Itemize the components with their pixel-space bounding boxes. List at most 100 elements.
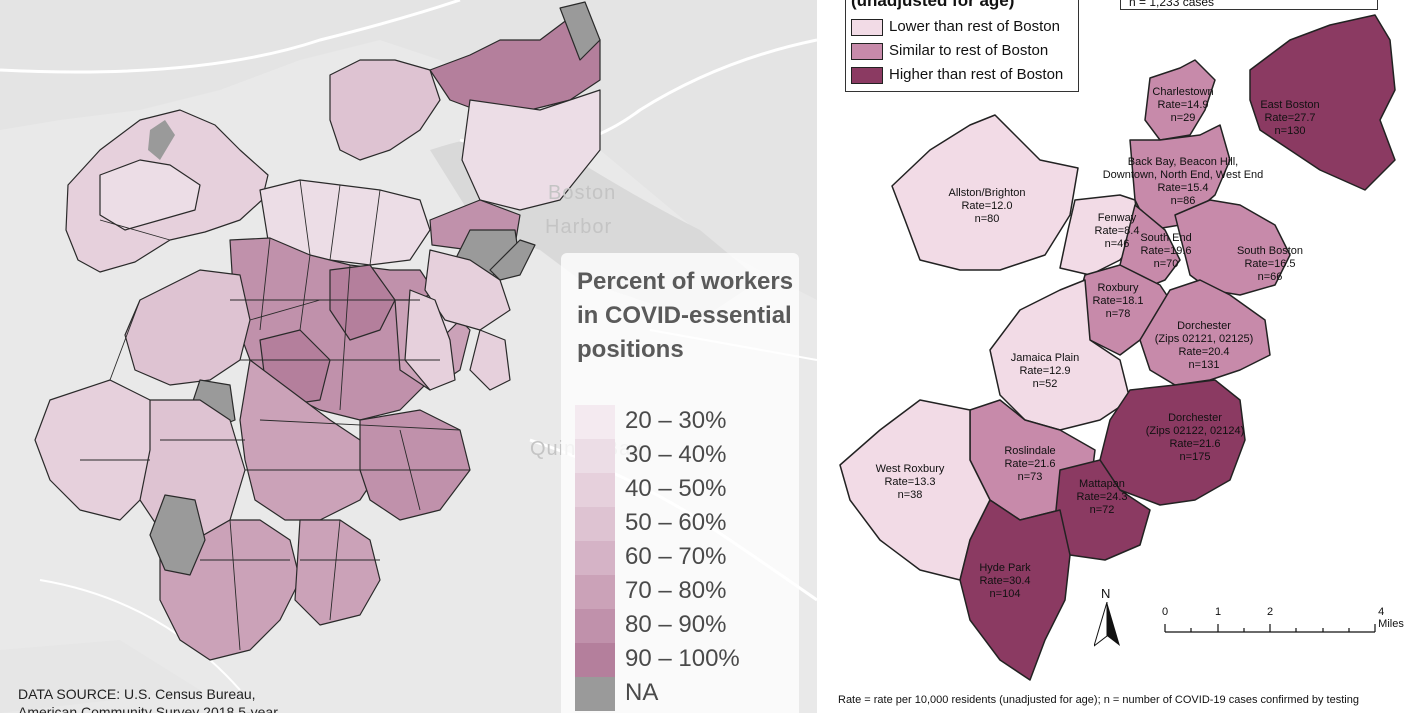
neighborhood-label-line: Back Bay, Beacon Hill, bbox=[1127, 156, 1239, 168]
scale-tick-label: 0 bbox=[1161, 606, 1169, 618]
data-source-note: DATA SOURCE: U.S. Census Bureau, America… bbox=[18, 686, 278, 713]
neighborhood-label-line: Rate=24.3 bbox=[1076, 491, 1128, 503]
neighborhood-label-line: n=104 bbox=[989, 588, 1021, 600]
neighborhood-label-line: Dorchester bbox=[1177, 320, 1231, 332]
neighborhood-label-line: (Zips 02121, 02125) bbox=[1154, 333, 1254, 345]
neighborhood-label-line: Rate=27.7 bbox=[1264, 112, 1316, 124]
data-source-line-1: DATA SOURCE: U.S. Census Bureau, bbox=[18, 686, 256, 702]
rate-legend: (unadjusted for age) Lower than rest of … bbox=[845, 0, 1079, 92]
neighborhood-label-line: n=72 bbox=[1089, 504, 1115, 516]
legend-label: NA bbox=[625, 679, 659, 706]
neighborhood-label-line: South Boston bbox=[1236, 245, 1304, 257]
legend-label: Similar to rest of Boston bbox=[889, 42, 1049, 59]
neighborhood-label: Jamaica Plain Rate=12.9 n=52 bbox=[1011, 352, 1079, 391]
neighborhood-label-line: Rate=13.3 bbox=[884, 476, 936, 488]
legend-label: 20 – 30% bbox=[625, 407, 727, 434]
neighborhood-label: Dorchester (Zips 02121, 02125) Rate=20.4 n=… bbox=[1155, 320, 1253, 372]
percent-essential-legend: Percent of workers in COVID-essential po… bbox=[561, 253, 799, 713]
neighborhood-label: South Boston Rate=16.5 n=66 bbox=[1237, 245, 1303, 284]
legend-label: 70 – 80% bbox=[625, 577, 727, 604]
neighborhood-label: Dorchester (Zips 02122, 02124) Rate=21.6 n=… bbox=[1146, 412, 1244, 464]
north-label: N bbox=[1101, 586, 1111, 601]
legend-swatch bbox=[575, 473, 615, 507]
neighborhood-label-line: n=66 bbox=[1257, 271, 1283, 283]
legend-item: 90 – 100% bbox=[561, 643, 799, 677]
neighborhood-label-line: Rate=16.5 bbox=[1244, 258, 1296, 270]
legend-swatch bbox=[575, 405, 615, 439]
neighborhood-label-line: South End bbox=[1140, 232, 1192, 244]
neighborhood-label-line: Roslindale bbox=[1004, 445, 1056, 457]
neighborhood-label-line: n=130 bbox=[1274, 125, 1306, 137]
neighborhood-label-line: Rate=19.6 bbox=[1140, 245, 1192, 257]
legend-label: Lower than rest of Boston bbox=[889, 18, 1060, 35]
neighborhood-label-line: n=29 bbox=[1170, 112, 1196, 124]
legend-label: 40 – 50% bbox=[625, 475, 727, 502]
neighborhood-label: Allston/Brighton Rate=12.0 n=80 bbox=[948, 187, 1025, 226]
neighborhood-label-line: Allston/Brighton bbox=[948, 187, 1026, 199]
neighborhood-label: Roxbury Rate=18.1 n=78 bbox=[1092, 282, 1143, 321]
legend-item: 50 – 60% bbox=[561, 507, 799, 541]
neighborhood-label-line: n=52 bbox=[1032, 378, 1058, 390]
neighborhood-label-line: n=38 bbox=[897, 489, 923, 501]
neighborhood-label: Back Bay, Beacon Hill, Downtown, North En… bbox=[1103, 156, 1264, 208]
legend-label: 50 – 60% bbox=[625, 509, 727, 536]
legend-swatch bbox=[851, 43, 883, 60]
neighborhood-label-line: n=73 bbox=[1017, 471, 1043, 483]
neighborhood-label-line: Rate=8.4 bbox=[1094, 225, 1140, 237]
neighborhood-label-line: Rate=20.4 bbox=[1178, 346, 1230, 358]
legend-swatch bbox=[575, 643, 615, 677]
neighborhood-label-line: Rate=21.6 bbox=[1169, 438, 1221, 450]
legend-label: 80 – 90% bbox=[625, 611, 727, 638]
neighborhood-label-line: Rate=12.0 bbox=[961, 200, 1013, 212]
legend-swatch bbox=[851, 67, 883, 84]
neighborhood-label-line: Rate=18.1 bbox=[1092, 295, 1144, 307]
neighborhood-label-line: Mattapan bbox=[1079, 478, 1125, 490]
data-source-line-2: American Community Survey 2018 5-year bbox=[18, 704, 278, 713]
rate-footnote: Rate = rate per 10,000 residents (unadju… bbox=[838, 694, 1359, 706]
legend-swatch bbox=[575, 575, 615, 609]
basemap-label-boston: Boston bbox=[548, 182, 617, 204]
neighborhood-label-line: n=78 bbox=[1105, 308, 1131, 320]
neighborhood-label-line: Dorchester bbox=[1168, 412, 1222, 424]
scale-bar-graphic bbox=[1164, 624, 1376, 633]
legend-swatch bbox=[575, 677, 615, 711]
neighborhood-label: Hyde Park Rate=30.4 n=104 bbox=[979, 562, 1030, 601]
legend-item: 30 – 40% bbox=[561, 439, 799, 473]
neighborhood-label: Roslindale Rate=21.6 n=73 bbox=[1004, 445, 1055, 484]
scale-tick-label: 2 bbox=[1266, 606, 1274, 618]
legend-item: 80 – 90% bbox=[561, 609, 799, 643]
north-arrow-icon bbox=[1094, 602, 1120, 647]
legend-item: NA bbox=[561, 677, 799, 711]
legend-title: Percent of workers in COVID-essential po… bbox=[577, 268, 794, 363]
neighborhood-label-line: Fenway bbox=[1097, 212, 1137, 224]
neighborhood-label-line: n=175 bbox=[1179, 451, 1211, 463]
scale-tick-label: 4 Miles bbox=[1378, 606, 1404, 630]
neighborhood-label: East Boston Rate=27.7 n=130 bbox=[1260, 99, 1319, 138]
legend-item: 40 – 50% bbox=[561, 473, 799, 507]
neighborhood-label-line: n=86 bbox=[1170, 195, 1196, 207]
neighborhood-label: Fenway Rate=8.4 n=46 bbox=[1095, 212, 1140, 251]
legend-label: 30 – 40% bbox=[625, 441, 727, 468]
legend-item: 20 – 30% bbox=[561, 405, 799, 439]
legend-swatch bbox=[575, 439, 615, 473]
legend-swatch bbox=[575, 507, 615, 541]
neighborhood-label-line: (Zips 02122, 02124) bbox=[1145, 425, 1245, 437]
neighborhood-label-line: Rate=12.9 bbox=[1019, 365, 1071, 377]
cases-note-box: n = 1,233 cases bbox=[1120, 0, 1378, 10]
legend-swatch bbox=[575, 609, 615, 643]
legend-title: (unadjusted for age) bbox=[851, 0, 1015, 10]
legend-label: 60 – 70% bbox=[625, 543, 727, 570]
legend-label: 90 – 100% bbox=[625, 645, 740, 672]
neighborhood-label-line: Jamaica Plain bbox=[1010, 352, 1080, 364]
neighborhood-label-line: n=131 bbox=[1188, 359, 1220, 371]
neighborhood-label: Charlestown Rate=14.9 n=29 bbox=[1152, 86, 1213, 125]
neighborhood-label-line: Roxbury bbox=[1097, 282, 1139, 294]
legend-swatch bbox=[851, 19, 883, 36]
neighborhood-label-line: n=80 bbox=[974, 213, 1000, 225]
neighborhood-label-line: Rate=21.6 bbox=[1004, 458, 1056, 470]
legend-item: 70 – 80% bbox=[561, 575, 799, 609]
neighborhood-label-line: n=46 bbox=[1104, 238, 1130, 250]
neighborhood-label-line: West Roxbury bbox=[875, 463, 945, 475]
basemap-label-harbor: Harbor bbox=[545, 216, 613, 238]
neighborhood-label-line: Hyde Park bbox=[979, 562, 1031, 574]
